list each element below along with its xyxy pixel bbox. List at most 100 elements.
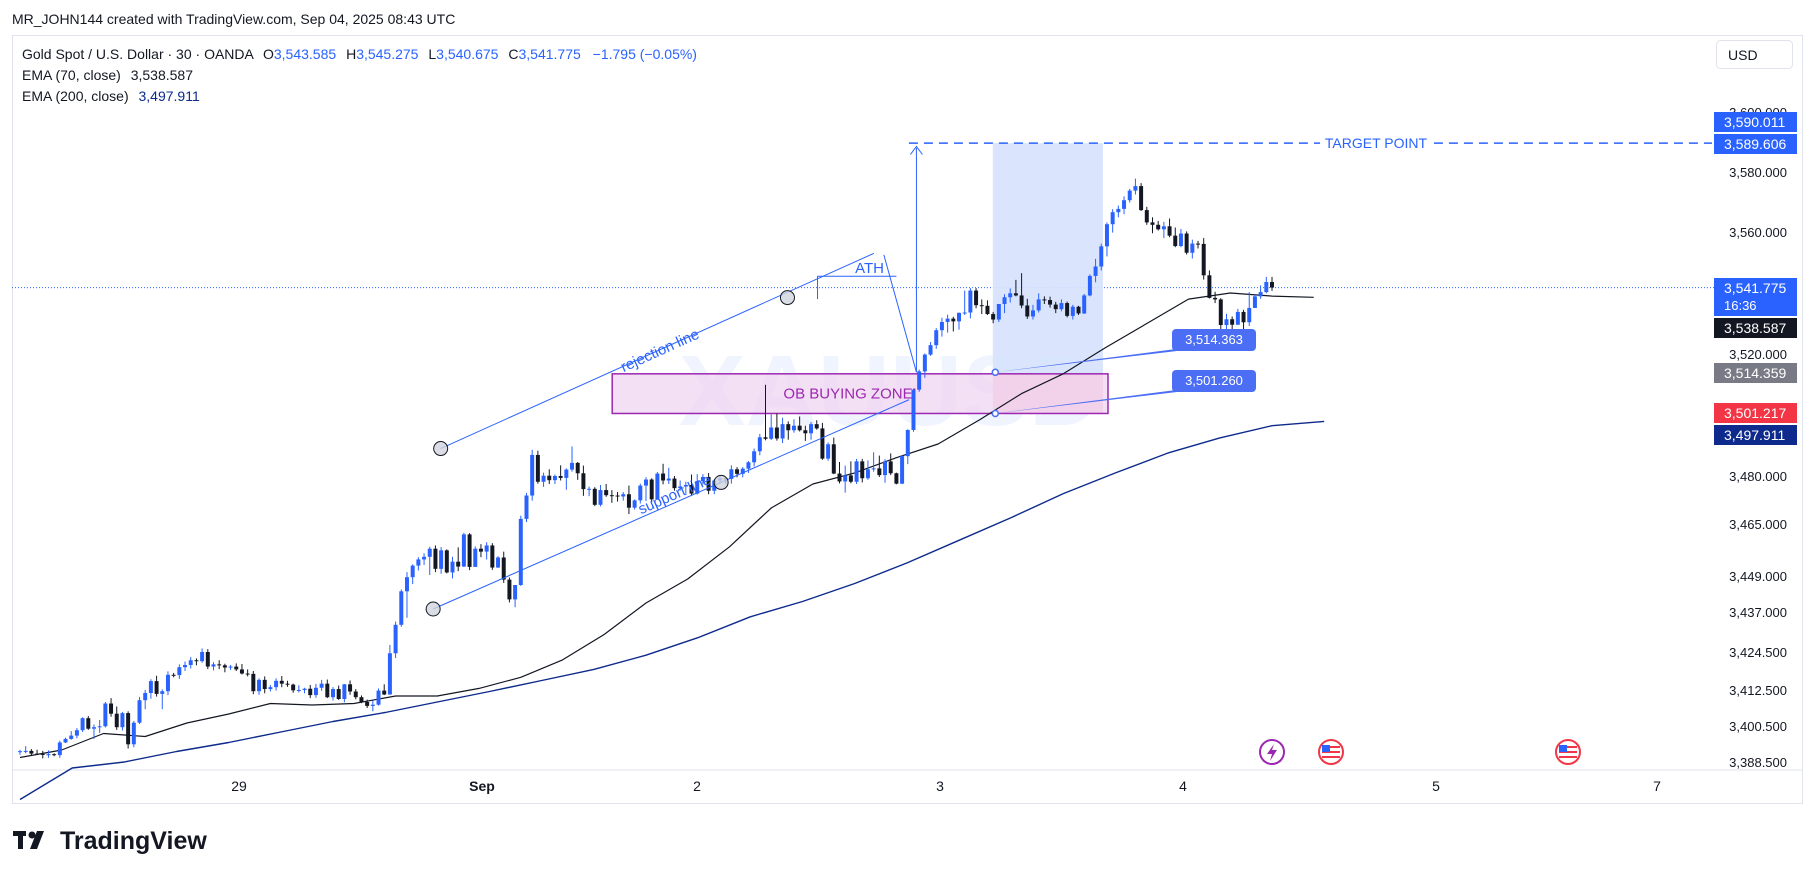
candle[interactable] <box>570 446 575 472</box>
candle[interactable] <box>638 483 643 504</box>
candle[interactable] <box>410 564 415 585</box>
candle[interactable] <box>274 678 279 691</box>
candle[interactable] <box>689 474 694 496</box>
candle[interactable] <box>239 664 244 675</box>
candle[interactable] <box>160 689 165 710</box>
candle[interactable] <box>706 472 711 495</box>
candle[interactable] <box>797 416 802 432</box>
candle[interactable] <box>1178 229 1183 248</box>
candle[interactable] <box>183 661 188 672</box>
candle[interactable] <box>917 369 922 392</box>
candle[interactable] <box>46 750 51 758</box>
us-flag-icon[interactable] <box>1318 739 1344 765</box>
candle[interactable] <box>103 702 108 728</box>
candle[interactable] <box>575 461 580 480</box>
candle[interactable] <box>450 556 455 579</box>
candle[interactable] <box>1076 305 1081 315</box>
candle[interactable] <box>621 492 626 501</box>
candle[interactable] <box>757 433 762 456</box>
candle[interactable] <box>365 699 370 708</box>
candle[interactable] <box>268 684 273 692</box>
candle[interactable] <box>803 425 808 441</box>
candle[interactable] <box>598 484 603 507</box>
candle[interactable] <box>991 311 996 324</box>
candle[interactable] <box>1270 276 1274 291</box>
candle[interactable] <box>791 419 796 433</box>
candle[interactable] <box>416 557 421 571</box>
candle[interactable] <box>496 556 501 568</box>
candle[interactable] <box>894 472 899 485</box>
candle[interactable] <box>137 696 142 724</box>
candle[interactable] <box>524 492 529 523</box>
callout-upper[interactable] <box>1172 329 1256 351</box>
candle[interactable] <box>1025 298 1030 319</box>
candle[interactable] <box>672 476 677 491</box>
candle[interactable] <box>1173 227 1178 248</box>
candle[interactable] <box>57 740 62 758</box>
candle[interactable] <box>382 684 387 696</box>
candle[interactable] <box>1207 270 1212 299</box>
candle[interactable] <box>1116 205 1121 218</box>
candle[interactable] <box>928 342 933 356</box>
candle[interactable] <box>1008 288 1013 303</box>
candle[interactable] <box>860 458 865 483</box>
target-zone[interactable] <box>992 143 1103 374</box>
candle[interactable] <box>439 547 444 574</box>
candle[interactable] <box>279 676 284 688</box>
candle[interactable] <box>302 687 307 694</box>
candle[interactable] <box>296 685 301 693</box>
candle[interactable] <box>1065 301 1070 318</box>
candle[interactable] <box>1019 273 1024 309</box>
candle[interactable] <box>251 671 256 695</box>
candle[interactable] <box>86 716 91 730</box>
candle[interactable] <box>1059 299 1064 312</box>
candle[interactable] <box>1030 304 1035 320</box>
candle[interactable] <box>837 461 842 484</box>
candle[interactable] <box>120 711 125 731</box>
candle[interactable] <box>826 442 831 461</box>
candle[interactable] <box>962 290 967 315</box>
drawing-anchor-point[interactable] <box>713 474 729 490</box>
candle[interactable] <box>604 484 609 497</box>
candle[interactable] <box>114 706 119 730</box>
ema200-legend[interactable]: EMA (200, close) 3,497.911 <box>22 88 200 104</box>
candle[interactable] <box>888 453 893 476</box>
candle[interactable] <box>1224 313 1229 329</box>
candle[interactable] <box>1252 294 1257 308</box>
candle[interactable] <box>854 458 859 484</box>
candle[interactable] <box>262 676 267 694</box>
candle[interactable] <box>331 687 335 701</box>
candle[interactable] <box>194 658 199 666</box>
candle[interactable] <box>843 465 848 493</box>
candle[interactable] <box>52 753 57 757</box>
candle[interactable] <box>974 288 979 309</box>
candle[interactable] <box>1133 178 1138 195</box>
candle[interactable] <box>245 669 250 677</box>
drawing-anchor-point[interactable] <box>779 290 795 306</box>
candle[interactable] <box>1093 258 1098 283</box>
candle[interactable] <box>313 683 318 698</box>
candle[interactable] <box>325 679 330 699</box>
candle[interactable] <box>587 486 592 497</box>
candle[interactable] <box>820 422 825 460</box>
candle[interactable] <box>1196 240 1201 249</box>
candle[interactable] <box>865 460 870 480</box>
drawing-anchor-point[interactable] <box>425 601 441 617</box>
candle[interactable] <box>285 680 290 687</box>
candle[interactable] <box>535 450 540 484</box>
candle[interactable] <box>905 429 910 465</box>
candle[interactable] <box>80 717 85 732</box>
callout-lower[interactable] <box>1172 370 1256 392</box>
candle[interactable] <box>615 492 620 502</box>
candle[interactable] <box>774 413 779 441</box>
candle[interactable] <box>1156 220 1161 231</box>
ob-buying-zone[interactable] <box>611 373 1109 415</box>
event-icon-lightning[interactable] <box>1259 739 1285 765</box>
ema70-legend[interactable]: EMA (70, close) 3,538.587 <box>22 67 193 83</box>
candle[interactable] <box>131 720 136 748</box>
candle[interactable] <box>18 749 22 755</box>
candle[interactable] <box>456 547 461 572</box>
candle[interactable] <box>780 417 785 444</box>
candle[interactable] <box>1087 274 1092 297</box>
candle[interactable] <box>393 621 398 659</box>
